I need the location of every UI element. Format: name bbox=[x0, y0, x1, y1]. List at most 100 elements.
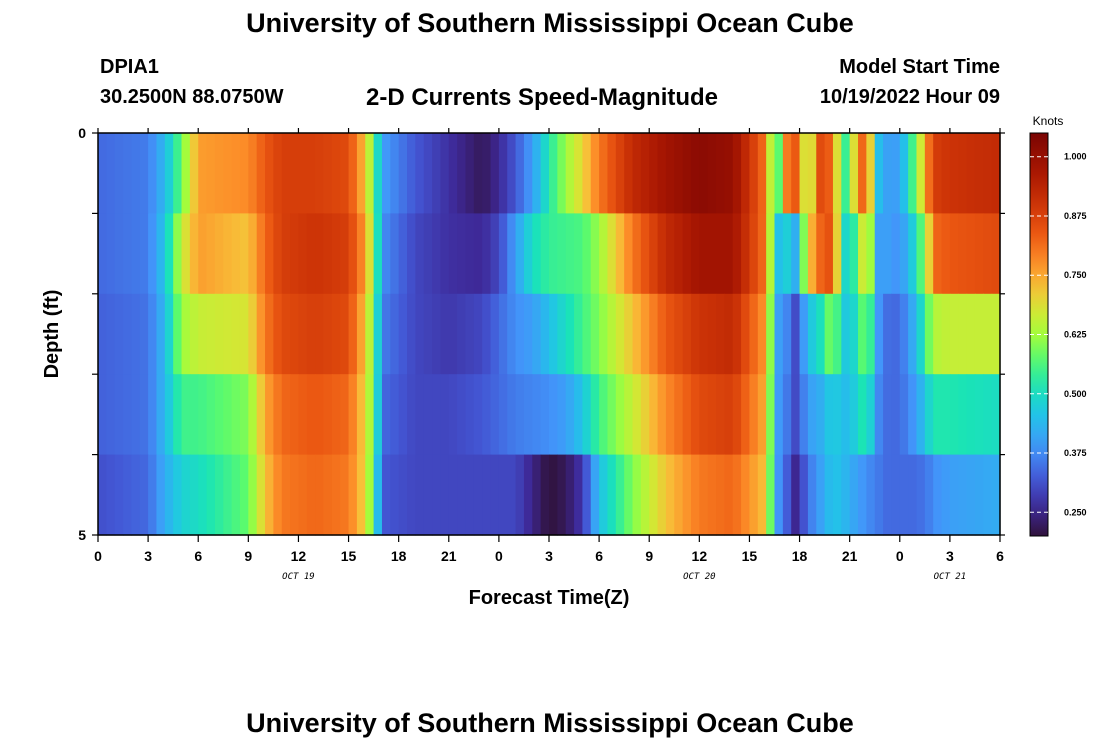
heatmap-cell bbox=[415, 374, 425, 456]
heatmap-cell bbox=[173, 454, 183, 536]
heatmap-cell bbox=[239, 293, 249, 375]
heatmap-cell bbox=[607, 293, 617, 375]
heatmap-cell bbox=[933, 213, 943, 295]
heatmap-cell bbox=[164, 454, 174, 536]
heatmap-cell bbox=[549, 133, 558, 214]
heatmap-cell bbox=[565, 293, 575, 375]
heatmap-cell bbox=[181, 133, 191, 214]
heatmap-cell bbox=[799, 374, 809, 456]
heatmap-cell bbox=[899, 133, 909, 214]
heatmap-cell bbox=[315, 213, 325, 295]
heatmap-cell bbox=[841, 454, 851, 536]
heatmap-cell bbox=[248, 454, 258, 536]
heatmap-cell bbox=[849, 454, 859, 536]
heatmap-cell bbox=[131, 374, 141, 456]
heatmap-cell bbox=[615, 213, 625, 295]
heatmap-cell bbox=[941, 293, 951, 375]
heatmap-cell bbox=[741, 374, 751, 456]
heatmap-cell bbox=[398, 133, 408, 214]
y-tick-label: 5 bbox=[78, 527, 86, 543]
heatmap-cell bbox=[624, 293, 634, 375]
heatmap-cell bbox=[549, 374, 558, 456]
heatmap-cell bbox=[690, 374, 700, 456]
heatmap-cell bbox=[198, 133, 208, 214]
heatmap-cell bbox=[966, 293, 976, 375]
heatmap-cell bbox=[415, 454, 425, 536]
heatmap-cell bbox=[858, 374, 867, 456]
heatmap-cell bbox=[281, 213, 291, 295]
heatmap-cell bbox=[749, 454, 759, 536]
heatmap-cell bbox=[916, 374, 926, 456]
heatmap-cell bbox=[223, 213, 233, 295]
heatmap-cell bbox=[281, 133, 291, 214]
heatmap-cell bbox=[724, 133, 734, 214]
heatmap-cell bbox=[699, 374, 709, 456]
heatmap-cell bbox=[757, 374, 767, 456]
heatmap-cell bbox=[782, 133, 792, 214]
heatmap-cell bbox=[148, 213, 158, 295]
heatmap-cell bbox=[381, 213, 391, 295]
heatmap-cell bbox=[131, 133, 141, 214]
heatmap-cell bbox=[373, 133, 383, 214]
heatmap-cell bbox=[498, 454, 508, 536]
heatmap-cell bbox=[908, 374, 918, 456]
heatmap-cell bbox=[924, 374, 934, 456]
heatmap-cell bbox=[490, 293, 500, 375]
heatmap-cell bbox=[290, 133, 300, 214]
heatmap-cell bbox=[440, 374, 450, 456]
heatmap-cell bbox=[306, 213, 316, 295]
heatmap-cell bbox=[949, 293, 959, 375]
heatmap-cell bbox=[849, 133, 859, 214]
heatmap-cell bbox=[490, 454, 500, 536]
x-tick-label: 18 bbox=[792, 548, 808, 564]
heatmap-cell bbox=[949, 374, 959, 456]
heatmap-cell bbox=[732, 213, 742, 295]
heatmap-cells bbox=[98, 133, 1001, 536]
heatmap-cell bbox=[958, 293, 968, 375]
heatmap-cell bbox=[331, 374, 341, 456]
heatmap-cell bbox=[365, 133, 375, 214]
heatmap-cell bbox=[916, 133, 926, 214]
heatmap-cell bbox=[774, 454, 784, 536]
heatmap-cell bbox=[766, 133, 776, 214]
heatmap-cell bbox=[473, 374, 483, 456]
heatmap-cell bbox=[933, 133, 943, 214]
heatmap-cell bbox=[356, 213, 366, 295]
heatmap-cell bbox=[448, 454, 458, 536]
heatmap-cell bbox=[958, 133, 968, 214]
heatmap-cell bbox=[924, 293, 934, 375]
heatmap-cell bbox=[599, 454, 609, 536]
heatmap-cell bbox=[114, 374, 124, 456]
heatmap-cell bbox=[640, 293, 650, 375]
heatmap-cell bbox=[682, 454, 692, 536]
heatmap-cell bbox=[323, 374, 333, 456]
heatmap-cell bbox=[214, 213, 224, 295]
heatmap-cell bbox=[716, 133, 725, 214]
heatmap-cell bbox=[590, 374, 600, 456]
heatmap-cell bbox=[582, 213, 592, 295]
heatmap-cell bbox=[290, 213, 300, 295]
heatmap-cell bbox=[899, 454, 909, 536]
heatmap-cell bbox=[791, 213, 801, 295]
heatmap-cell bbox=[924, 454, 934, 536]
station-coordinates: 30.2500N 88.0750W bbox=[100, 86, 284, 108]
heatmap-cell bbox=[448, 293, 458, 375]
heatmap-cell bbox=[398, 454, 408, 536]
heatmap-cell bbox=[983, 213, 993, 295]
heatmap-cell bbox=[716, 213, 725, 295]
heatmap-cell bbox=[640, 374, 650, 456]
heatmap-cell bbox=[782, 374, 792, 456]
heatmap-cell bbox=[841, 133, 851, 214]
heatmap-cell bbox=[766, 213, 776, 295]
heatmap-cell bbox=[407, 213, 416, 295]
heatmap-cell bbox=[724, 293, 734, 375]
heatmap-cell bbox=[557, 293, 567, 375]
heatmap-cell bbox=[223, 293, 233, 375]
heatmap-cell bbox=[707, 133, 717, 214]
heatmap-cell bbox=[599, 293, 609, 375]
heatmap-cell bbox=[189, 293, 199, 375]
heatmap-cell bbox=[106, 213, 116, 295]
heatmap-cell bbox=[482, 454, 492, 536]
heatmap-chart: 0 3 6 9 12 15 18 21 0 3 6 9 12 15 18 21 0 3 6 05 OCT 19 OCT… bbox=[41, 114, 1087, 609]
heatmap-cell bbox=[540, 454, 550, 536]
